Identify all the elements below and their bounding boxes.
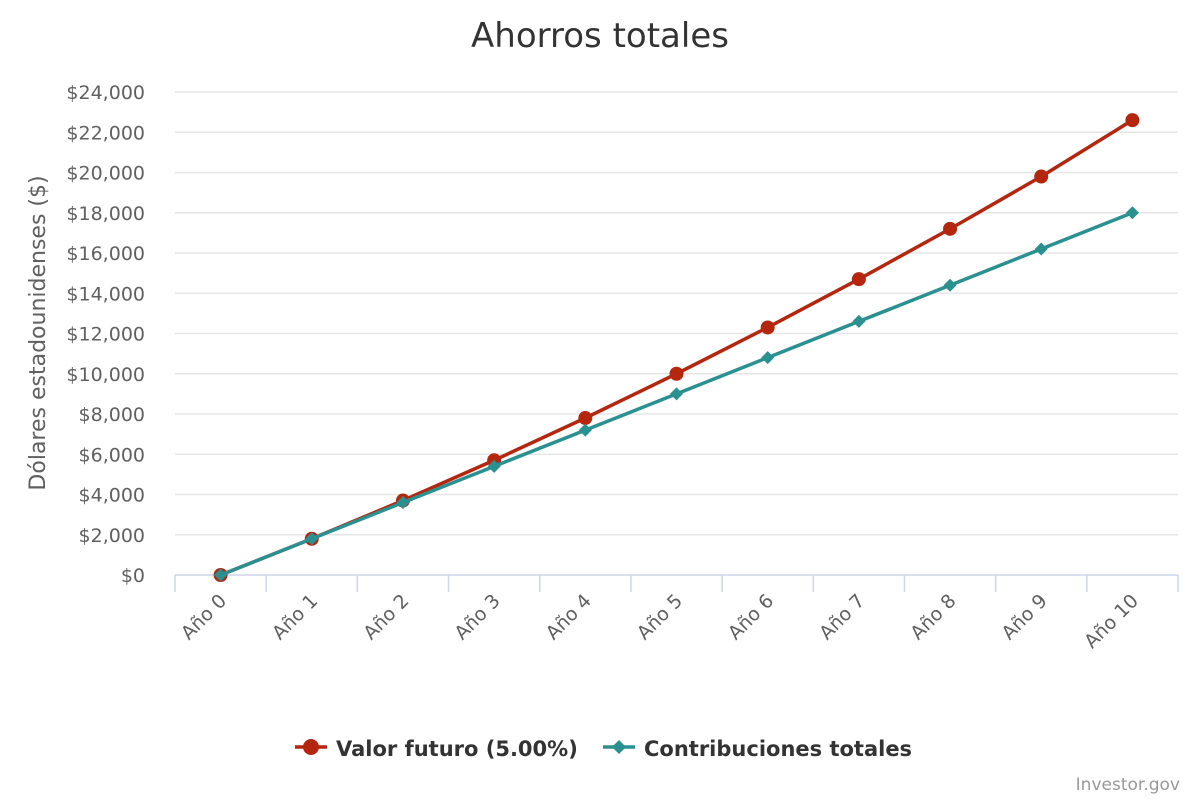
data-point[interactable]	[669, 366, 684, 381]
x-tick-label: Año 4	[542, 590, 596, 644]
y-tick-label: $16,000	[66, 243, 145, 265]
data-point[interactable]	[305, 532, 319, 546]
x-tick-label: Año 0	[177, 590, 231, 644]
data-point[interactable]	[578, 423, 592, 437]
y-tick-label: $0	[121, 565, 145, 587]
x-tick-label: Año 5	[633, 590, 687, 644]
y-axis-ticks: $0 $2,000 $4,000 $6,000 $8,000 $10,000 $12,000…	[66, 82, 145, 587]
y-tick-label: $18,000	[66, 203, 145, 225]
legend-label: Valor futuro (5.00%)	[336, 737, 578, 761]
data-point[interactable]	[852, 314, 866, 328]
legend-label: Contribuciones totales	[644, 737, 912, 761]
data-point[interactable]	[760, 320, 775, 335]
data-point[interactable]	[1125, 206, 1139, 220]
x-tick-label: Año 3	[450, 590, 504, 644]
data-point[interactable]	[578, 411, 593, 426]
y-tick-label: $8,000	[79, 404, 145, 426]
y-tick-label: $14,000	[66, 283, 145, 305]
y-axis-label: Dólares estadounidenses ($)	[26, 175, 51, 490]
x-tick-label: Año 6	[724, 590, 778, 644]
y-tick-label: $24,000	[66, 82, 145, 104]
x-tick-label: Año 2	[359, 590, 413, 644]
series-future-value[interactable]	[213, 113, 1140, 582]
data-point[interactable]	[214, 568, 228, 582]
data-point[interactable]	[1125, 113, 1140, 128]
data-point[interactable]	[1034, 169, 1049, 184]
data-point[interactable]	[487, 459, 501, 473]
series-line	[219, 118, 1134, 577]
data-point[interactable]	[943, 278, 957, 292]
chart-title: Ahorros totales	[471, 16, 729, 56]
x-tick-label: Año 7	[815, 590, 869, 644]
y-tick-label: $20,000	[66, 163, 145, 185]
x-tick-label: Año 1	[268, 590, 322, 644]
y-tick-label: $2,000	[79, 525, 145, 547]
y-tick-label: $12,000	[66, 324, 145, 346]
x-tick-label: Año 9	[997, 590, 1051, 644]
data-point[interactable]	[943, 221, 958, 236]
series-group	[213, 113, 1140, 582]
grid-lines	[175, 91, 1178, 536]
legend-marker	[612, 740, 626, 754]
x-tick-label: Año 8	[906, 590, 960, 644]
legend-item[interactable]: Valor futuro (5.00%)	[295, 737, 578, 761]
legend[interactable]: Valor futuro (5.00%) Contribuciones total…	[295, 737, 912, 761]
data-point[interactable]	[670, 387, 683, 401]
legend-marker	[303, 739, 319, 755]
y-tick-label: $4,000	[79, 485, 145, 507]
y-tick-label: $22,000	[66, 122, 145, 144]
x-tick-label: Año 10	[1080, 590, 1143, 653]
data-point[interactable]	[396, 496, 410, 510]
credit-text[interactable]: Investor.gov	[1076, 775, 1180, 795]
legend-item[interactable]: Contribuciones totales	[603, 737, 912, 761]
series-contributions[interactable]	[214, 206, 1139, 582]
data-point[interactable]	[851, 272, 866, 287]
y-tick-label: $10,000	[66, 364, 145, 386]
x-axis: Año 0 Año 1 Año 2 Año 3 Año 4 Año 5 Año 6 Año 7…	[174, 574, 1179, 653]
y-tick-label: $6,000	[79, 444, 145, 466]
data-point[interactable]	[1034, 242, 1048, 256]
data-point[interactable]	[761, 351, 775, 365]
